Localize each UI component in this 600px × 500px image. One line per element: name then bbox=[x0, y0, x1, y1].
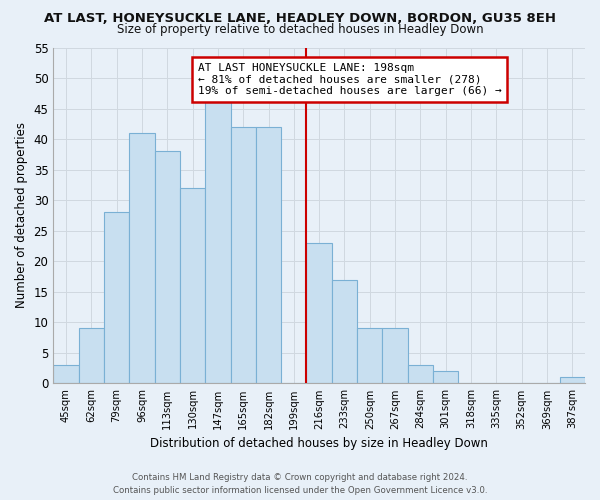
Bar bbox=[357, 328, 382, 384]
Text: Size of property relative to detached houses in Headley Down: Size of property relative to detached ho… bbox=[116, 22, 484, 36]
Bar bbox=[256, 127, 281, 384]
Text: AT LAST HONEYSUCKLE LANE: 198sqm
← 81% of detached houses are smaller (278)
19% : AT LAST HONEYSUCKLE LANE: 198sqm ← 81% o… bbox=[197, 63, 502, 96]
Bar bbox=[180, 188, 205, 384]
Bar bbox=[205, 102, 230, 384]
Bar bbox=[382, 328, 408, 384]
Bar bbox=[332, 280, 357, 384]
Bar bbox=[307, 243, 332, 384]
X-axis label: Distribution of detached houses by size in Headley Down: Distribution of detached houses by size … bbox=[150, 437, 488, 450]
Text: Contains HM Land Registry data © Crown copyright and database right 2024.
Contai: Contains HM Land Registry data © Crown c… bbox=[113, 474, 487, 495]
Bar bbox=[560, 378, 585, 384]
Bar bbox=[433, 371, 458, 384]
Text: AT LAST, HONEYSUCKLE LANE, HEADLEY DOWN, BORDON, GU35 8EH: AT LAST, HONEYSUCKLE LANE, HEADLEY DOWN,… bbox=[44, 12, 556, 26]
Bar bbox=[53, 365, 79, 384]
Bar bbox=[408, 365, 433, 384]
Bar bbox=[155, 152, 180, 384]
Bar bbox=[79, 328, 104, 384]
Bar bbox=[129, 133, 155, 384]
Bar bbox=[230, 127, 256, 384]
Y-axis label: Number of detached properties: Number of detached properties bbox=[15, 122, 28, 308]
Bar bbox=[104, 212, 129, 384]
